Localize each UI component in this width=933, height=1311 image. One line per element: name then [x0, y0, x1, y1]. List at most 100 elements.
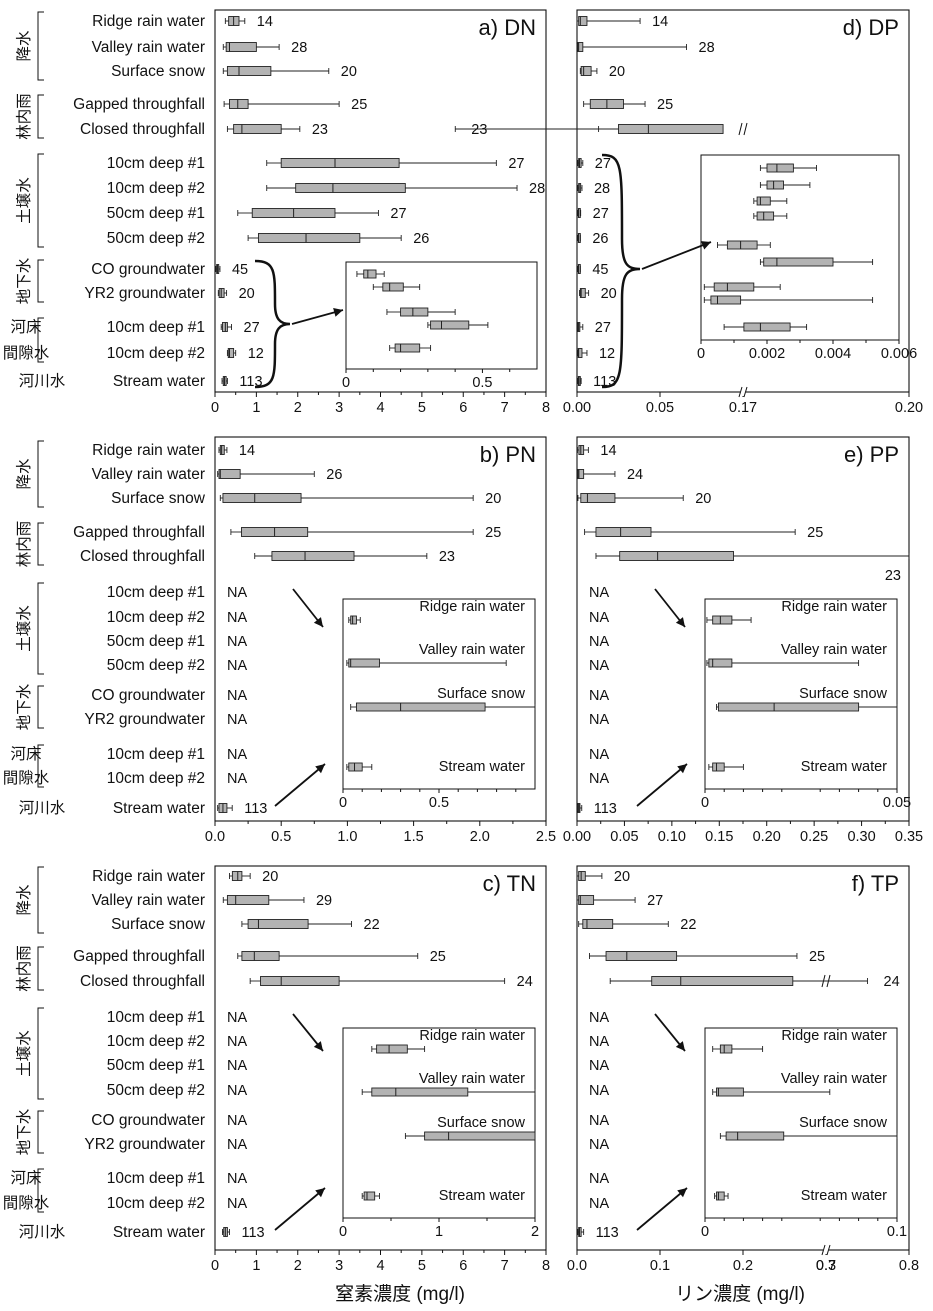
row-label: Gapped throughfall — [73, 524, 205, 541]
box-mark — [389, 343, 432, 353]
iqr-box — [430, 320, 470, 330]
iqr-box — [595, 527, 652, 537]
iqr-box — [619, 551, 734, 561]
axis-break — [738, 122, 748, 398]
group-label: 土壌水 — [15, 605, 33, 652]
x-tick-label: 4 — [376, 1258, 384, 1274]
iqr-box — [716, 1191, 725, 1201]
group-label: 林内雨 — [15, 521, 33, 568]
row-label: Valley rain water — [92, 39, 205, 56]
sample-count: 14 — [239, 443, 255, 459]
box-mark — [222, 42, 280, 52]
box-mark — [361, 1191, 380, 1201]
inset-series-label: Stream water — [439, 759, 525, 775]
row-label: Ridge rain water — [92, 442, 205, 459]
box-mark — [350, 702, 536, 712]
box-mark — [577, 348, 588, 358]
group-bracket — [37, 440, 44, 508]
na-label: NA — [589, 1113, 609, 1129]
box-mark — [706, 658, 860, 668]
group-bracket — [37, 1110, 44, 1154]
box-mark — [247, 233, 402, 243]
panel-title: b) PN — [480, 442, 536, 467]
row-label: 10cm deep #2 — [107, 345, 205, 362]
sample-count: 24 — [627, 467, 643, 483]
group-label: 河川水 — [19, 1223, 66, 1241]
na-label: NA — [589, 1196, 609, 1212]
na-label: NA — [227, 688, 247, 704]
iqr-box — [578, 895, 595, 905]
row-label: CO groundwater — [91, 1112, 205, 1129]
x-tick-label: 0.20 — [895, 400, 923, 416]
box-mark — [372, 282, 421, 292]
axis-break-mark — [821, 1244, 831, 1256]
iqr-box — [218, 469, 241, 479]
row-label: YR2 groundwater — [84, 285, 205, 302]
box-series: 14 24 20 25 23 113 — [577, 443, 910, 817]
inset-tick-label: 0.002 — [749, 346, 785, 362]
na-label: NA — [589, 1010, 609, 1026]
x-tick-label: 7 — [501, 1258, 509, 1274]
row-label: CO groundwater — [91, 687, 205, 704]
iqr-box — [257, 233, 361, 243]
x-tick-label: 0.0 — [567, 1258, 587, 1274]
iqr-box — [712, 615, 733, 625]
row-label: 50cm deep #1 — [107, 205, 205, 222]
inset-frame — [342, 598, 536, 790]
iqr-box — [280, 158, 400, 168]
sample-count: 12 — [248, 346, 264, 362]
sample-count: 23 — [312, 122, 328, 138]
row-label: 10cm deep #1 — [107, 746, 205, 763]
box-mark — [217, 803, 233, 813]
na-label: NA — [227, 1058, 247, 1074]
inset-series-label: Valley rain water — [419, 642, 525, 658]
inset-arrows — [274, 588, 326, 807]
box-mark — [577, 803, 583, 813]
box-mark — [221, 1227, 230, 1237]
iqr-box — [219, 445, 225, 455]
group-bracket — [37, 866, 44, 934]
box-mark — [717, 240, 771, 250]
box-mark — [427, 320, 489, 330]
x-tick-label: 1 — [252, 400, 260, 416]
sample-count: 27 — [647, 893, 663, 909]
box-mark — [577, 493, 684, 503]
arrow-head — [333, 308, 343, 317]
box-mark — [241, 919, 352, 929]
inset-tick-label: 0 — [697, 346, 705, 362]
sample-count: 25 — [351, 97, 367, 113]
sample-count: 14 — [600, 443, 616, 459]
box-series: 14 26 20 25 23 113 — [217, 443, 501, 817]
phosphorus-axis-label: リン濃度 (mg/l) — [675, 1283, 805, 1305]
group-bracket — [37, 946, 44, 991]
box-mark — [221, 376, 228, 386]
inset-tick-label: 0.05 — [883, 795, 911, 811]
box-mark — [579, 288, 590, 298]
arrow-line — [274, 1187, 326, 1231]
x-tick-label: 4 — [376, 400, 384, 416]
iqr-box — [222, 493, 302, 503]
sample-count: 25 — [430, 949, 446, 965]
sample-count: 28 — [594, 181, 610, 197]
sample-count: 14 — [257, 14, 273, 30]
box-mark — [706, 615, 752, 625]
inset-series-label: Ridge rain water — [781, 1028, 887, 1044]
iqr-box — [582, 919, 614, 929]
row-label: 50cm deep #1 — [107, 633, 205, 650]
mid-labels: Ridge rain water Valley rain water Surface… — [3, 440, 206, 817]
panels-layer: a) DN0 1 2 3 4 5 6 7 814282025232728272645202712… — [205, 9, 923, 1274]
sample-count: 24 — [884, 974, 900, 990]
iqr-box — [580, 66, 592, 76]
box-mark — [577, 1227, 585, 1237]
row-label: Closed throughfall — [80, 548, 205, 565]
box-mark — [712, 1044, 764, 1054]
sample-count: 28 — [529, 181, 545, 197]
na-label: NA — [589, 747, 609, 763]
top-labels: Ridge rain water Valley rain water Surface… — [3, 11, 206, 390]
inset-series-label: Stream water — [439, 1188, 525, 1204]
sample-count: 26 — [326, 467, 342, 483]
row-label: 10cm deep #2 — [107, 1195, 205, 1212]
iqr-box — [226, 66, 272, 76]
inset-series-label: Surface snow — [799, 686, 887, 702]
iqr-box — [766, 180, 784, 190]
